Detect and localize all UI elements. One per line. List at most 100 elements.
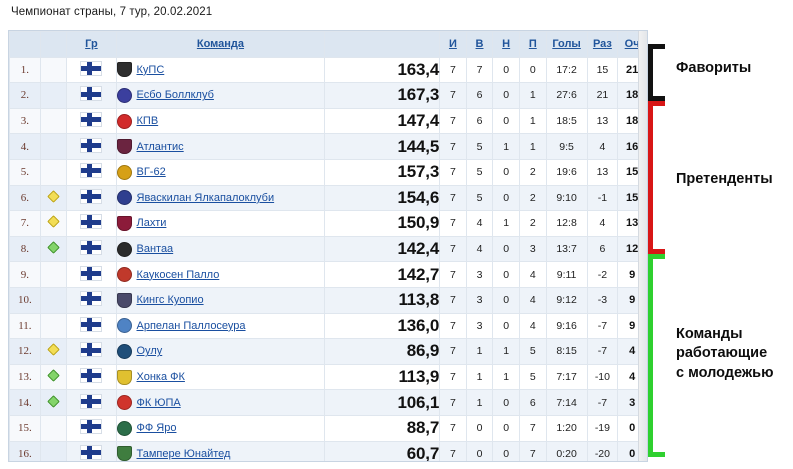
row-marker-cell: [39, 158, 68, 186]
row-played: 7: [439, 210, 467, 237]
row-rating: 167,3: [324, 82, 441, 109]
row-marker-cell: [39, 338, 68, 365]
row-team-cell: КПВ: [115, 107, 326, 135]
row-rank: 6.: [9, 184, 41, 212]
vg62-logo-icon: [116, 164, 132, 180]
team-name-link[interactable]: Тампере Юнайтед: [136, 447, 231, 460]
team-name-link[interactable]: Лахти: [136, 217, 167, 230]
row-rating: 88,7: [324, 414, 441, 442]
diamond-yellow-icon: [47, 189, 60, 203]
finland-flag-icon: [81, 420, 102, 434]
table-header: Гр Команда И В Н П Голы Раз Оч: [9, 31, 647, 58]
row-losses: 7: [518, 414, 547, 442]
col-header-group[interactable]: Гр: [66, 31, 117, 58]
row-rating: 142,4: [324, 235, 441, 263]
bracket-contenders: [648, 101, 665, 254]
row-draws: 0: [492, 184, 520, 212]
table-row: 16. Тампере Юнайтед 60,7 7 0 0 7 0:20 -20 0: [9, 440, 647, 461]
row-draws: 0: [492, 389, 520, 416]
row-goal-difference: -7: [586, 312, 619, 340]
row-team-cell: Лахти: [115, 210, 326, 237]
row-country-cell: [66, 363, 117, 391]
team-name-link[interactable]: КуПС: [136, 63, 165, 76]
team-name-link[interactable]: КПВ: [136, 115, 159, 128]
col-header-played[interactable]: И: [439, 31, 467, 58]
row-played: 7: [439, 338, 467, 365]
col-header-rank: [9, 31, 41, 58]
row-rank: 7.: [9, 210, 41, 237]
team-name-link[interactable]: Яваскилан Ялкапалоклуби: [136, 191, 275, 204]
col-header-draws[interactable]: Н: [492, 31, 520, 58]
col-header-diff[interactable]: Раз: [586, 31, 619, 58]
row-country-cell: [66, 184, 117, 212]
row-rank: 3.: [9, 107, 41, 135]
row-played: 7: [439, 235, 467, 263]
row-marker-cell: [39, 389, 68, 416]
row-losses: 6: [518, 389, 547, 416]
vantaa-logo-icon: [116, 241, 132, 257]
col-header-losses[interactable]: П: [518, 31, 547, 58]
oulu-logo-icon: [116, 343, 132, 359]
row-rating: 136,0: [324, 312, 441, 340]
vertical-scrollbar[interactable]: [638, 31, 647, 461]
row-rank: 5.: [9, 158, 41, 186]
bracket-favorites: [648, 44, 665, 101]
team-name-link[interactable]: Каукосен Палло: [136, 268, 220, 281]
row-rank: 1.: [9, 56, 41, 84]
row-wins: 4: [465, 210, 494, 237]
row-losses: 4: [518, 312, 547, 340]
finland-flag-icon: [81, 445, 102, 459]
row-losses: 2: [518, 184, 547, 212]
team-name-link[interactable]: Есбо Боллклуб: [136, 89, 214, 102]
finland-flag-icon: [81, 164, 102, 178]
row-losses: 3: [518, 235, 547, 263]
row-goals: 17:2: [545, 56, 588, 84]
row-played: 7: [439, 82, 467, 109]
row-losses: 2: [518, 210, 547, 237]
table-row: 15. ФФ Яро 88,7 7 0 0 7 1:20 -19 0: [9, 414, 647, 442]
row-wins: 0: [465, 414, 494, 442]
row-draws: 1: [492, 210, 520, 237]
col-header-wins[interactable]: В: [465, 31, 494, 58]
row-team-cell: КуПС: [115, 56, 326, 84]
finland-flag-icon: [81, 61, 102, 75]
row-played: 7: [439, 286, 467, 314]
col-header-goals[interactable]: Голы: [545, 31, 588, 58]
row-played: 7: [439, 158, 467, 186]
row-rank: 2.: [9, 82, 41, 109]
row-goals: 0:20: [545, 440, 588, 461]
row-team-cell: Атлантис: [115, 133, 326, 160]
table-row: 9. Каукосен Палло 142,7 7 3 0 4 9:11 -2 9: [9, 261, 647, 288]
team-name-link[interactable]: Кингс Куопио: [136, 294, 204, 307]
diamond-green-icon: [47, 369, 60, 382]
finland-flag-icon: [81, 241, 102, 255]
annotation-label-contenders: Претенденты: [676, 171, 773, 187]
team-name-link[interactable]: ФК ЮПА: [136, 396, 181, 409]
row-rating: 144,5: [324, 133, 441, 160]
team-name-link[interactable]: ФФ Яро: [136, 422, 177, 435]
team-name-link[interactable]: Вантаа: [136, 243, 174, 256]
row-goals: 7:14: [545, 389, 588, 416]
col-header-losses-label: П: [528, 38, 537, 51]
row-wins: 4: [465, 235, 494, 263]
team-name-link[interactable]: Арпелан Паллосеура: [136, 319, 246, 332]
row-rank: 15.: [9, 414, 41, 442]
row-team-cell: ФК ЮПА: [115, 389, 326, 416]
standings-table: Гр Команда И В Н П Голы Раз Оч 1. КуПС 1 6 3…: [9, 31, 647, 461]
col-header-team[interactable]: Команда: [115, 31, 326, 58]
row-goal-difference: -20: [586, 440, 619, 461]
team-name-link[interactable]: Хонка ФК: [136, 371, 185, 384]
kups-logo-icon: [116, 62, 132, 78]
finland-flag-icon: [81, 138, 102, 152]
team-name-link[interactable]: Атлантис: [136, 140, 184, 153]
col-header-team-label: Команда: [196, 38, 245, 51]
esbo-logo-icon: [116, 87, 132, 103]
row-marker-cell: [39, 440, 68, 461]
row-losses: 1: [518, 133, 547, 160]
team-name-link[interactable]: Оулу: [136, 345, 163, 358]
row-rank: 4.: [9, 133, 41, 160]
row-goals: 7:17: [545, 363, 588, 391]
diamond-green-icon: [47, 394, 60, 408]
team-name-link[interactable]: ВГ-62: [136, 166, 166, 179]
